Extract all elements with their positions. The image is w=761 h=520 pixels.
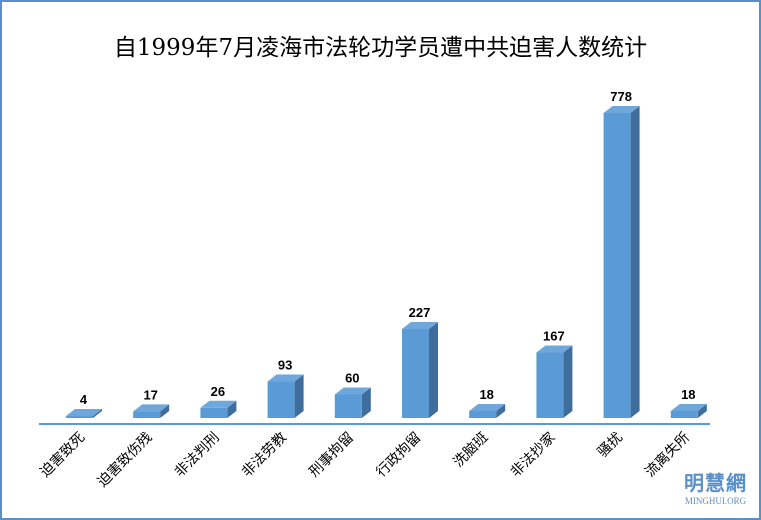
bar-top (603, 106, 640, 113)
bar (670, 410, 698, 418)
watermark-en: MINGHUI.ORG (684, 496, 747, 506)
category-label: 洗脑班 (451, 430, 492, 471)
data-label: 4 (80, 392, 88, 407)
bar (334, 394, 362, 418)
bar (267, 381, 295, 418)
bar-top (670, 403, 707, 411)
bar-top (536, 345, 573, 353)
category-label: 非法判刑 (172, 430, 223, 481)
data-label: 227 (409, 305, 431, 320)
bar-side (697, 403, 707, 418)
bar-side (630, 106, 640, 418)
chart-title: 自1999年7月凌海市法轮功学员遭中共迫害人数统计 (113, 35, 648, 61)
data-label: 17 (143, 387, 157, 402)
bar-top (66, 409, 102, 416)
bar-top (402, 322, 438, 330)
watermark-cn: 明慧網 (684, 471, 747, 495)
bar-side (429, 322, 438, 418)
bar-side (361, 387, 371, 418)
data-label: 778 (610, 89, 632, 104)
bar-top (200, 400, 237, 408)
category-label: 非法劳教 (239, 430, 290, 481)
category-label: 迫害致死 (37, 430, 88, 481)
bar-side (227, 400, 237, 418)
category-label: 刑事拘留 (306, 430, 357, 481)
bar (402, 329, 429, 418)
category-label: 行政拘留 (373, 430, 424, 481)
data-label: 18 (681, 387, 695, 402)
bar (66, 416, 93, 418)
category-label: 骚扰 (595, 430, 626, 461)
data-label: 18 (479, 387, 493, 402)
category-label: 迫害致伤残 (95, 430, 156, 491)
bar-top (469, 403, 506, 411)
bar-side (563, 345, 573, 418)
data-label: 93 (278, 358, 292, 373)
minghui-watermark: 明慧網 MINGHUI.ORG (684, 467, 747, 506)
bar (603, 113, 631, 418)
bar-side (93, 409, 102, 418)
bar-side (160, 404, 170, 418)
bar (469, 410, 497, 418)
bar (536, 352, 564, 418)
bar-top (334, 387, 371, 395)
bar-top (267, 374, 304, 382)
bar-side (294, 374, 304, 418)
bar-top (133, 404, 170, 412)
data-label: 167 (543, 329, 565, 344)
bar (200, 407, 228, 418)
bar (133, 411, 161, 418)
data-label: 26 (211, 384, 225, 399)
bar-side (496, 403, 506, 418)
data-label: 60 (345, 370, 359, 385)
category-label: 非法抄家 (507, 429, 559, 481)
